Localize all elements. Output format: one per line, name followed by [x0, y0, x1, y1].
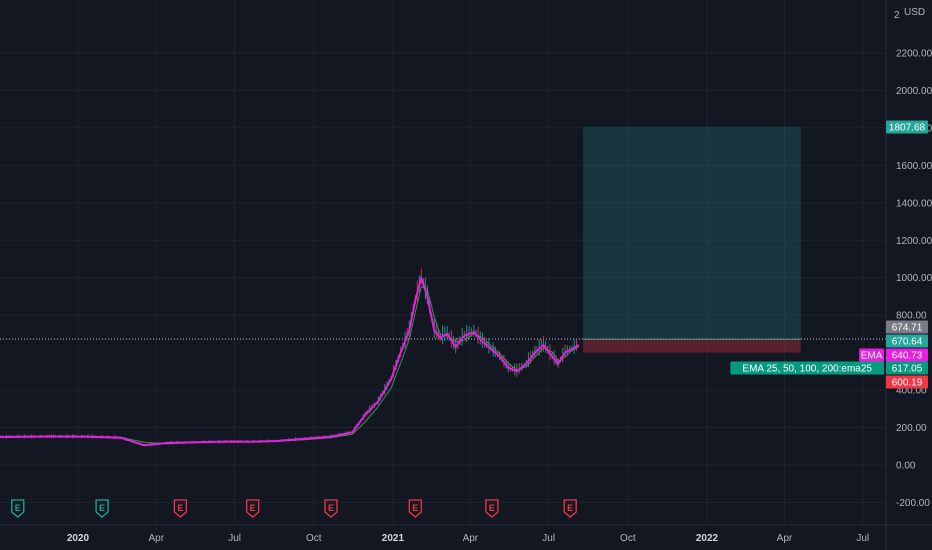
earnings-marker-shape	[324, 499, 338, 518]
price-badge-bg	[886, 334, 928, 348]
y-tick-label: 200.00	[896, 423, 927, 434]
price-badge-tag: EMA 25, 50, 100, 200:ema25	[742, 364, 872, 375]
y-tick-label: 800.00	[896, 311, 927, 322]
earnings-marker-label: E	[489, 503, 495, 513]
x-tick-label: 2022	[696, 533, 719, 544]
ema-line	[0, 276, 580, 447]
earnings-marker-label: E	[99, 503, 105, 513]
earnings-marker-label: E	[250, 503, 256, 513]
x-tick-label: Apr	[777, 533, 793, 544]
x-tick-label: 2021	[382, 533, 405, 544]
y-tick-label: -200.00	[896, 498, 930, 509]
price-badge-tag-bg	[730, 361, 884, 375]
x-tick-label: Apr	[149, 533, 165, 544]
price-badge: 640.73 EMA	[859, 348, 928, 362]
ema-slow-line	[0, 286, 580, 445]
earnings-marker-label: E	[328, 503, 334, 513]
series-layer	[0, 268, 580, 447]
x-tick-label: Jul	[228, 533, 241, 544]
earnings-marker-label: E	[177, 503, 183, 513]
y-tick-label: 2200.00	[896, 49, 932, 60]
earnings-marker-shape	[408, 499, 422, 518]
price-badge-value: 600.19	[892, 378, 923, 389]
earnings-marker: E	[246, 499, 260, 518]
earnings-marker-label: E	[412, 503, 418, 513]
earnings-marker: E	[173, 499, 188, 518]
price-badge-value: 640.73	[892, 351, 923, 362]
price-badge-bg	[886, 375, 928, 389]
earnings-marker-shape	[11, 499, 25, 518]
price-badges: 1807.68 674.71 670.64 640.73 EMA 617.05 EMA 25…	[730, 120, 928, 389]
price-badge-value: 1807.68	[889, 123, 926, 134]
earnings-marker: E	[485, 499, 499, 518]
earnings-marker: E	[95, 499, 109, 518]
price-badge: 670.64	[886, 334, 928, 348]
y-top-partial-tick: 2	[894, 10, 900, 21]
price-badge-value: 674.71	[892, 323, 923, 334]
earnings-marker-label: E	[15, 503, 21, 513]
earnings-marker-shape	[173, 499, 188, 518]
price-badge-bg	[886, 120, 928, 134]
x-tick-label: Apr	[463, 533, 479, 544]
y-tick-label: 0.00	[896, 461, 916, 472]
price-badge: 674.71	[886, 320, 928, 334]
price-badge-bg	[886, 320, 928, 334]
y-tick-label: 1200.00	[896, 236, 932, 247]
chart-grid	[0, 0, 886, 525]
y-tick-label: 400.00	[896, 386, 927, 397]
time-axis[interactable]: 2020 Apr Jul Oct 2021 Apr Jul Oct 2022 Apr Jul	[67, 533, 869, 544]
profit-zone	[583, 126, 801, 340]
x-tick-label: Jul	[542, 533, 555, 544]
earnings-marker: E	[563, 499, 577, 518]
y-tick-label: 1000.00	[896, 273, 932, 284]
earnings-marker: E	[324, 499, 338, 518]
long-position-tool[interactable]	[583, 126, 801, 353]
x-tick-label: Oct	[620, 533, 636, 544]
currency-label: USD	[904, 7, 925, 18]
y-tick-label: 1400.00	[896, 198, 932, 209]
earnings-marker-shape	[246, 499, 260, 518]
y-tick-label: 2000.00	[896, 86, 932, 97]
price-badge: 617.05 EMA 25, 50, 100, 200:ema25	[730, 361, 928, 375]
price-badge-bg	[886, 348, 928, 362]
y-tick-label: 1600.00	[896, 161, 932, 172]
earnings-marker-shape	[485, 499, 499, 518]
loss-zone	[583, 339, 801, 353]
earnings-marker-shape	[95, 499, 109, 518]
earnings-marker: E	[408, 499, 422, 518]
x-tick-label: Oct	[306, 533, 322, 544]
earnings-marker: E	[11, 499, 25, 518]
price-lines	[0, 338, 886, 340]
price-badge: 1807.68	[886, 120, 928, 134]
earnings-marker-label: E	[567, 503, 573, 513]
price-badge-bg	[886, 361, 928, 375]
price-badge-value: 670.64	[892, 337, 923, 348]
price-badge-tag: EMA	[861, 351, 883, 362]
price-badge-tag-bg	[859, 348, 884, 362]
x-tick-label: 2020	[67, 533, 90, 544]
earnings-marker-shape	[563, 499, 577, 518]
price-badge-value: 617.05	[892, 364, 923, 375]
price-badge: 600.19	[886, 375, 928, 389]
x-tick-label: Jul	[856, 533, 869, 544]
